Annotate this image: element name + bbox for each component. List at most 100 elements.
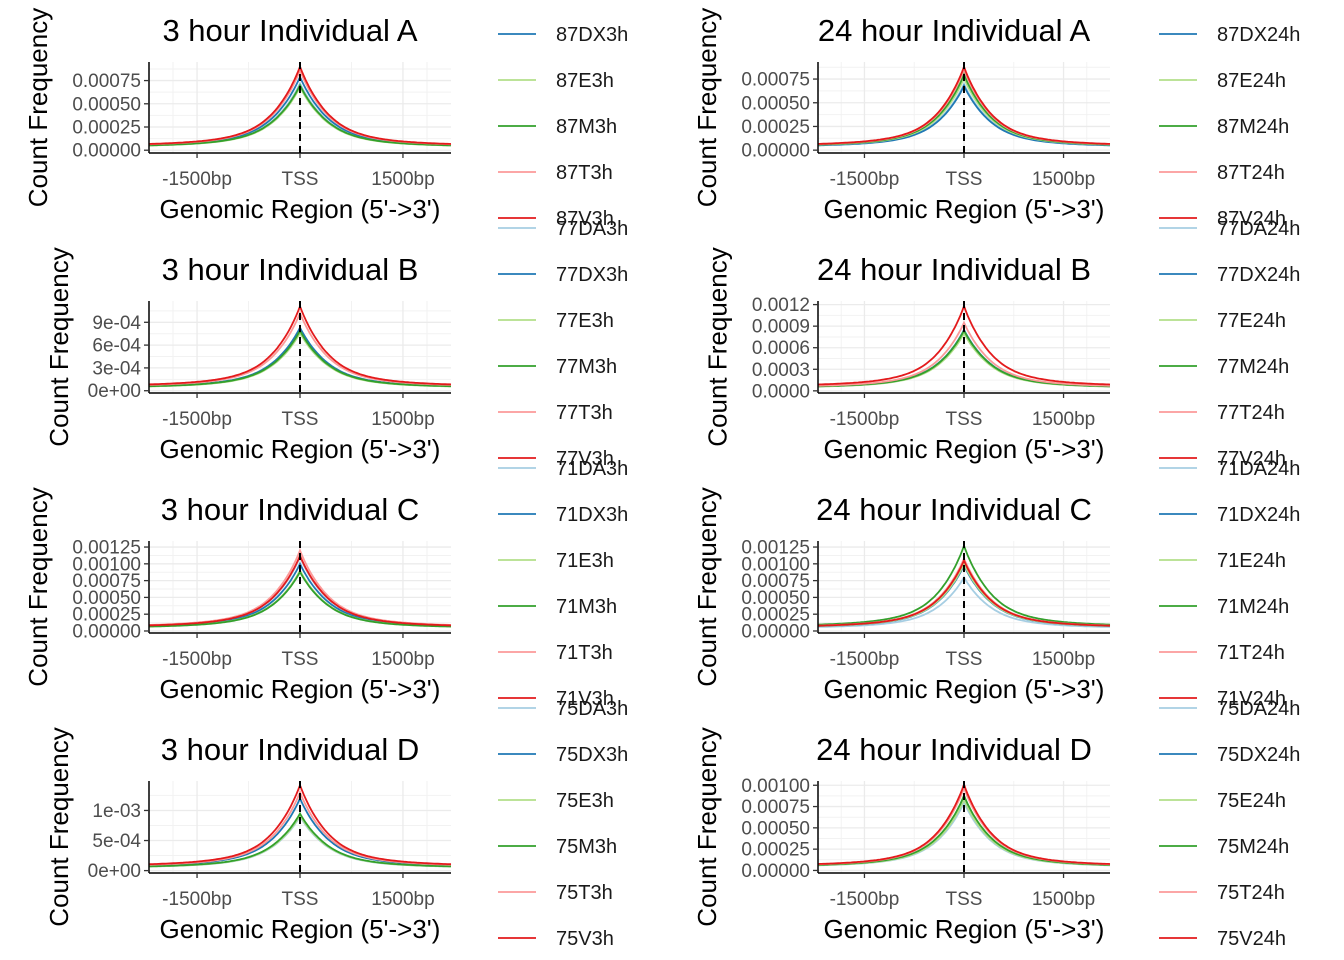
legend-item: 77DA3h — [498, 218, 628, 240]
legend-label: 87E3h — [556, 70, 614, 92]
legend-label: 71DA24h — [1217, 458, 1300, 480]
y-axis-label: Count Frequency — [44, 727, 74, 926]
legend-item: 75DA3h — [498, 698, 628, 720]
legend-label: 71E24h — [1217, 550, 1286, 572]
chart-title: 3 hour Individual B — [162, 252, 419, 287]
legend-item: 77V24h — [1159, 448, 1286, 470]
x-tick-label: TSS — [946, 169, 983, 190]
legend-item: 71T3h — [498, 642, 613, 664]
y-tick-label: 0.00050 — [741, 93, 810, 114]
y-axis-label: Count Frequency — [702, 247, 732, 446]
legend-item: 75M24h — [1159, 836, 1289, 858]
series-line-87M3h — [148, 83, 452, 147]
y-tick-label: 6e-04 — [92, 336, 141, 357]
y-tick-label: 0.00100 — [741, 776, 810, 797]
series-line-75M3h — [149, 811, 451, 868]
legend-item: 77E24h — [1159, 310, 1286, 332]
legend-label: 71M3h — [556, 596, 617, 618]
y-tick-label: 0.00050 — [72, 588, 141, 609]
legend-label: 87T3h — [556, 162, 613, 184]
series-group — [148, 303, 452, 388]
y-axis-label: Count Frequency — [692, 487, 722, 686]
y-tick-label: 0.0006 — [752, 338, 810, 359]
legend: 77DA3h 77DX3h 77E3h 77M3h 77T3h 77V3h — [498, 218, 628, 470]
legend-label: 75V3h — [556, 928, 614, 950]
legend-item: 87DX3h — [498, 24, 628, 46]
legend-item: 87V3h — [498, 208, 614, 230]
y-tick-label: 0e+00 — [88, 861, 141, 882]
legend-item: 71DA24h — [1159, 458, 1300, 480]
x-axis-label: Genomic Region (5'->3') — [824, 674, 1105, 704]
y-tick-label: 0.00125 — [741, 538, 810, 559]
legend: 87DA3h87DX3h87E3h87M3h87T3h87V3h — [498, 24, 628, 230]
legend-label: 87M24h — [1217, 116, 1289, 138]
y-tick-label: 0.00000 — [741, 861, 810, 882]
legend: 75DA24h 75DX24h 75E24h 75M24h 75T24h 75V24h — [1159, 698, 1300, 950]
legend-label: 87V3h — [556, 208, 614, 230]
legend-item: 77M3h — [498, 356, 617, 378]
legend-item: 75V3h — [498, 928, 614, 950]
legend-label: 71E3h — [556, 550, 614, 572]
legend-item: 77E3h — [498, 310, 614, 332]
legend-label: 87E24h — [1217, 70, 1286, 92]
legend-label: 71T3h — [556, 642, 613, 664]
legend-label: 71V3h — [556, 688, 614, 710]
x-tick-label: TSS — [946, 889, 983, 910]
y-tick-label: 0.00075 — [72, 571, 141, 592]
panel-3h-d: 0e+00 5e-04 1e-03 -1500bp TSS 1500bp 3 hour In… — [44, 698, 628, 950]
legend: 87DA24h87DX24h87E24h87M24h87T24h87V24h — [1159, 24, 1300, 230]
y-tick-label: 0.00025 — [72, 605, 141, 626]
y-tick-label: 0.00075 — [741, 571, 810, 592]
legend-item: 87E24h — [1159, 70, 1286, 92]
series-group — [817, 64, 1111, 147]
legend-label: 77DX3h — [556, 264, 628, 286]
y-tick-label: 0.00025 — [72, 118, 141, 139]
legend-label: 77T24h — [1217, 402, 1285, 424]
legend-label: 75DA24h — [1217, 698, 1300, 720]
y-tick-label: 0.00075 — [741, 70, 810, 91]
x-tick-label: 1500bp — [1032, 649, 1095, 670]
legend-label: 77M3h — [556, 356, 617, 378]
x-tick-label: 1500bp — [371, 649, 434, 670]
legend-item: 77DX3h — [498, 264, 628, 286]
x-tick-label: 1500bp — [371, 889, 434, 910]
legend-label: 75E24h — [1217, 790, 1286, 812]
legend-item: 75DX24h — [1159, 744, 1300, 766]
legend-label: 87DX3h — [556, 24, 628, 46]
x-tick-label: -1500bp — [162, 649, 232, 670]
y-tick-label: 0.00100 — [741, 554, 810, 575]
x-tick-label: TSS — [282, 169, 319, 190]
legend-item: 71T24h — [1159, 642, 1285, 664]
legend-label: 77T3h — [556, 402, 613, 424]
y-tick-label: 0.00000 — [72, 621, 141, 642]
legend-item: 71M3h — [498, 596, 617, 618]
legend-item: 87V24h — [1159, 208, 1286, 230]
x-tick-label: 1500bp — [1032, 889, 1095, 910]
legend-item: 77V3h — [498, 448, 614, 470]
legend-item: 77M24h — [1159, 356, 1289, 378]
legend-label: 75V24h — [1217, 928, 1286, 950]
legend-item: 71V3h — [498, 688, 614, 710]
legend-label: 71T24h — [1217, 642, 1285, 664]
legend-label: 71V24h — [1217, 688, 1286, 710]
panel-24h-c: 0.000000.000250.000500.000750.001000.001… — [692, 458, 1301, 710]
y-tick-label: 0e+00 — [88, 381, 141, 402]
chart-title: 24 hour Individual D — [816, 732, 1092, 767]
legend-item: 75DX3h — [498, 744, 628, 766]
legend-item: 75E3h — [498, 790, 614, 812]
x-axis-label: Genomic Region (5'->3') — [160, 674, 441, 704]
y-tick-label: 0.00075 — [72, 71, 141, 92]
x-axis-label: Genomic Region (5'->3') — [160, 434, 441, 464]
x-axis-label: Genomic Region (5'->3') — [824, 194, 1105, 224]
legend-label: 75E3h — [556, 790, 614, 812]
y-tick-label: 0.0012 — [752, 295, 810, 316]
y-tick-label: 0.0003 — [752, 360, 810, 381]
chart-title: 24 hour Individual B — [817, 252, 1091, 287]
legend-item: 87T24h — [1159, 162, 1285, 184]
legend-label: 77M24h — [1217, 356, 1289, 378]
legend-item: 71E3h — [498, 550, 614, 572]
x-tick-label: 1500bp — [371, 169, 434, 190]
y-tick-label: 0.00025 — [741, 840, 810, 861]
x-tick-label: -1500bp — [830, 409, 900, 430]
